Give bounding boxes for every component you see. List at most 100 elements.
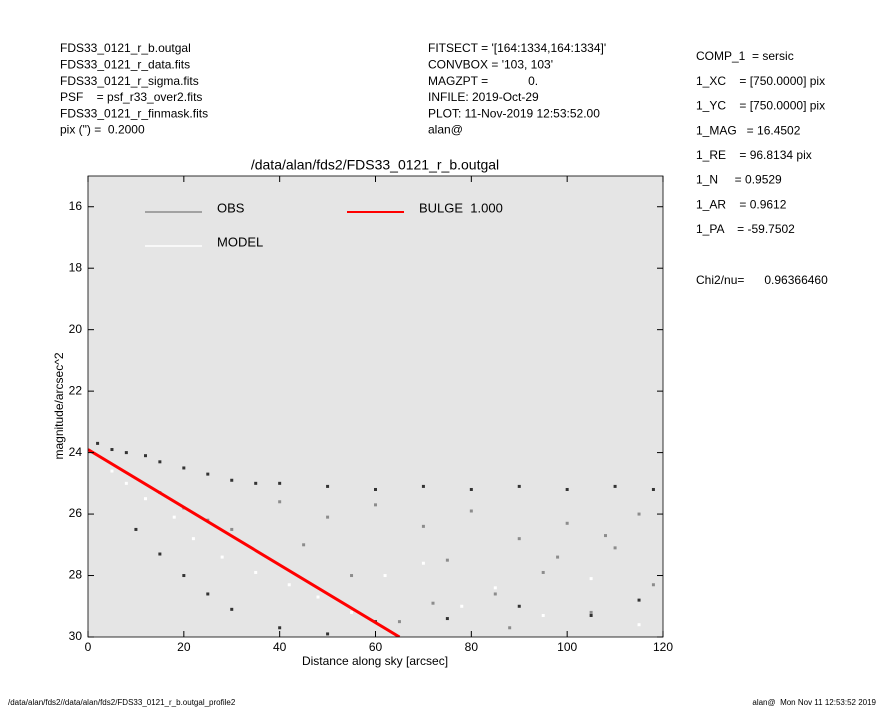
x-tick-label: 40 — [273, 640, 287, 654]
data-point — [637, 598, 641, 602]
data-point — [508, 626, 512, 630]
parameter-line: 1_MAG = 16.4502 — [696, 123, 801, 137]
header-left-line: PSF = psf_r33_over2.fits — [60, 90, 202, 104]
y-tick-label: 16 — [69, 199, 83, 213]
data-point — [278, 626, 282, 630]
data-point — [613, 546, 617, 550]
y-tick-label: 20 — [69, 322, 83, 336]
data-point — [134, 527, 138, 531]
data-point — [144, 454, 147, 458]
header-middle-line: MAGZPT = 0. — [428, 74, 538, 88]
data-point — [493, 592, 497, 596]
data-point — [302, 543, 306, 547]
header-middle-line: FITSECT = '[164:1334,164:1334]' — [428, 41, 606, 55]
data-point — [637, 623, 641, 627]
header-left-line: FDS33_0121_r_sigma.fits — [60, 74, 199, 88]
data-point — [182, 574, 186, 578]
data-point — [460, 604, 464, 608]
x-tick-label: 60 — [369, 640, 383, 654]
data-point — [651, 487, 655, 491]
data-layer — [88, 441, 655, 637]
footer-path: /data/alan/fds2//data/alan/fds2/FDS33_01… — [8, 698, 236, 707]
data-point — [589, 610, 593, 614]
parameter-line: 1_PA = -59.7502 — [696, 222, 795, 236]
data-point — [517, 484, 521, 488]
data-point — [230, 478, 234, 482]
data-point — [206, 472, 210, 476]
data-point — [651, 583, 655, 587]
chi2: Chi2/nu= 0.96366460 — [696, 273, 828, 287]
data-point — [613, 484, 617, 488]
header-left-line: FDS33_0121_r_b.outgal — [60, 41, 191, 55]
parameter-line: 1_XC = [750.0000] pix — [696, 74, 825, 88]
footer-stamp: alan@ Mon Nov 11 12:53:52 2019 — [752, 698, 876, 707]
legend-label: BULGE 1.000 — [419, 200, 503, 215]
data-point — [517, 604, 521, 608]
data-point — [191, 537, 195, 541]
data-point — [397, 620, 401, 624]
data-point — [469, 487, 473, 491]
data-point — [517, 537, 521, 541]
data-point — [604, 534, 607, 538]
x-tick-label: 80 — [465, 640, 479, 654]
data-point — [254, 570, 258, 574]
header-middle-line: alan@ — [428, 123, 463, 137]
data-point — [541, 570, 545, 574]
data-point — [144, 497, 147, 501]
parameter-line: COMP_1 = sersic — [696, 49, 794, 63]
data-point — [278, 500, 282, 504]
data-point — [493, 586, 497, 590]
data-point — [172, 515, 176, 519]
data-point — [445, 617, 449, 621]
data-point — [206, 592, 210, 596]
data-point — [421, 561, 425, 565]
data-point — [383, 574, 387, 578]
data-point — [541, 613, 545, 617]
legend-label: OBS — [217, 200, 245, 215]
header-middle-line: PLOT: 11-Nov-2019 12:53:52.00 — [428, 106, 600, 120]
data-point — [96, 441, 100, 445]
data-point — [124, 451, 128, 455]
data-point — [421, 484, 425, 488]
data-point — [565, 521, 569, 525]
y-tick-label: 18 — [69, 260, 83, 274]
header-left-line: FDS33_0121_r_data.fits — [60, 57, 190, 71]
y-tick-label: 24 — [69, 445, 83, 459]
data-point — [350, 574, 354, 578]
data-point — [220, 555, 224, 559]
data-point — [469, 509, 473, 513]
data-point — [254, 481, 258, 485]
data-point — [589, 577, 593, 581]
data-point — [421, 524, 425, 528]
y-tick-label: 30 — [69, 629, 83, 643]
x-axis-label: Distance along sky [arcsec] — [302, 654, 448, 668]
parameter-line: 1_YC = [750.0000] pix — [696, 99, 825, 113]
parameter-line: 1_N = 0.9529 — [696, 173, 782, 187]
y-tick-label: 26 — [69, 506, 83, 520]
header-left-line: FDS33_0121_r_finmask.fits — [60, 106, 208, 120]
data-point — [374, 487, 377, 491]
data-point — [326, 484, 330, 488]
data-point — [110, 448, 114, 452]
data-point — [278, 481, 282, 485]
data-point — [316, 595, 320, 599]
data-point — [350, 610, 354, 614]
data-point — [374, 503, 377, 507]
data-point — [326, 632, 330, 636]
data-point — [556, 555, 560, 559]
x-tick-label: 100 — [557, 640, 577, 654]
data-point — [589, 613, 593, 617]
data-point — [431, 601, 435, 605]
data-point — [326, 515, 330, 519]
data-point — [565, 487, 569, 491]
data-point — [230, 527, 234, 531]
header-middle-line: INFILE: 2019-Oct-29 — [428, 90, 539, 104]
data-point — [230, 607, 234, 611]
header-left-line: pix (") = 0.2000 — [60, 123, 145, 137]
y-axis-label: magnitude/arcsec^2 — [52, 352, 66, 459]
data-point — [124, 481, 128, 485]
profile-line — [88, 448, 401, 637]
data-point — [637, 512, 641, 516]
